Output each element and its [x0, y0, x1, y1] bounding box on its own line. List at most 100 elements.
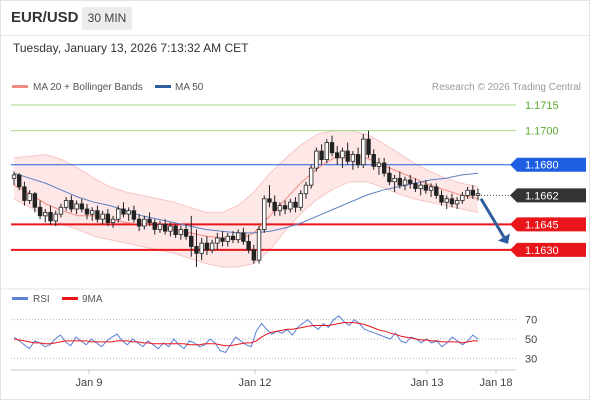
candle	[110, 215, 116, 228]
candle-body-down	[220, 237, 225, 242]
candle-body-up	[308, 167, 314, 186]
candle-body-up	[209, 242, 215, 251]
candle	[423, 180, 429, 194]
candle-body-up	[58, 206, 64, 215]
candle	[413, 178, 418, 192]
legend-label-ma20: MA 20 + Bollinger Bands	[33, 82, 143, 93]
candle-body-down	[345, 150, 350, 162]
candle	[32, 191, 38, 213]
candle	[204, 236, 210, 256]
candle-body-up	[428, 186, 434, 191]
level-label-text: 1.1715	[525, 100, 559, 112]
candle-body-up	[74, 203, 79, 210]
candle-body-down	[69, 200, 74, 210]
candle-body-down	[173, 225, 178, 235]
candle	[17, 173, 22, 191]
candle	[444, 195, 449, 210]
candle	[90, 207, 95, 221]
candle	[308, 164, 314, 189]
legend-swatch-9ma	[62, 297, 78, 300]
candle	[324, 139, 330, 163]
candle	[449, 193, 455, 208]
candle-body-up	[100, 213, 105, 220]
candle-body-up	[298, 193, 303, 208]
interval-button[interactable]: 30 MIN	[82, 7, 132, 30]
copyright-text: Research © 2026 Trading Central	[432, 82, 581, 93]
ma20-line	[13, 153, 479, 241]
candle-body-up	[475, 193, 481, 196]
candle	[402, 176, 408, 191]
candle	[173, 224, 178, 238]
candle	[215, 232, 220, 250]
candle-body-down	[32, 193, 38, 208]
candle	[418, 181, 423, 196]
rsi-lines	[13, 315, 479, 354]
candle-body-down	[22, 186, 27, 201]
candle-body-up	[288, 201, 293, 210]
candle	[329, 135, 335, 157]
candle	[230, 231, 236, 244]
candle	[48, 205, 53, 225]
candle-body-down	[37, 206, 43, 217]
candle	[251, 244, 257, 264]
x-tick-label: Jan 12	[238, 377, 271, 389]
rsi-line	[13, 315, 479, 354]
candlesticks	[11, 130, 481, 267]
candle-body-up	[235, 232, 241, 241]
rsi-levels: 70 50 30	[11, 315, 537, 365]
candle-body-down	[147, 218, 152, 224]
candle	[225, 232, 230, 247]
candle-body-down	[246, 240, 251, 251]
legend: MA 20 + Bollinger Bands MA 50 Research ©…	[12, 82, 581, 93]
candle	[126, 207, 131, 221]
candle-body-down	[387, 172, 392, 183]
forecast-arrow	[479, 198, 510, 244]
level-label-text: 1.1662	[525, 190, 559, 202]
candle	[454, 197, 460, 210]
candle-body-down	[183, 229, 189, 237]
legend-swatch-ma20	[12, 85, 28, 88]
candle	[11, 171, 17, 186]
candle-body-down	[105, 213, 111, 224]
candle-body-up	[402, 179, 408, 186]
level-label-tag	[510, 242, 586, 257]
candle	[37, 200, 43, 220]
candle-body-up	[460, 194, 465, 201]
candle-body-up	[53, 213, 58, 222]
candle-body-up	[199, 242, 204, 254]
candle-body-down	[470, 189, 475, 196]
bollinger-lower-line	[13, 181, 479, 268]
candle	[475, 188, 481, 201]
candle	[189, 215, 194, 257]
candle	[157, 220, 163, 233]
symbol-title: EUR/USD	[11, 9, 79, 26]
candle	[209, 239, 215, 254]
level-label: 1.1700	[525, 126, 559, 138]
candle	[319, 144, 324, 165]
rsi-level-label: 50	[525, 334, 537, 346]
candle-body-down	[152, 222, 157, 230]
candle	[298, 190, 303, 211]
candle	[282, 200, 288, 215]
candle-body-up	[340, 150, 345, 159]
chart-header: EUR/USD 30 MIN	[0, 0, 590, 36]
candle	[345, 142, 350, 165]
candle	[43, 209, 48, 223]
level-label: 1.1715	[525, 100, 559, 112]
x-axis: Jan 9 Jan 12 Jan 13 Jan 18	[11, 369, 516, 389]
candle-body-up	[454, 200, 460, 205]
candle	[22, 181, 27, 206]
x-tick-label: Jan 18	[479, 377, 512, 389]
candle-body-up	[465, 189, 470, 196]
candle	[439, 190, 444, 206]
candle-body-down	[17, 174, 22, 188]
candle	[256, 226, 262, 264]
candle-body-up	[178, 229, 184, 235]
candle	[434, 183, 439, 199]
candle	[183, 224, 189, 240]
candle-body-down	[131, 210, 137, 220]
candle	[355, 147, 361, 169]
candle	[371, 149, 376, 170]
candle-body-down	[293, 201, 298, 208]
